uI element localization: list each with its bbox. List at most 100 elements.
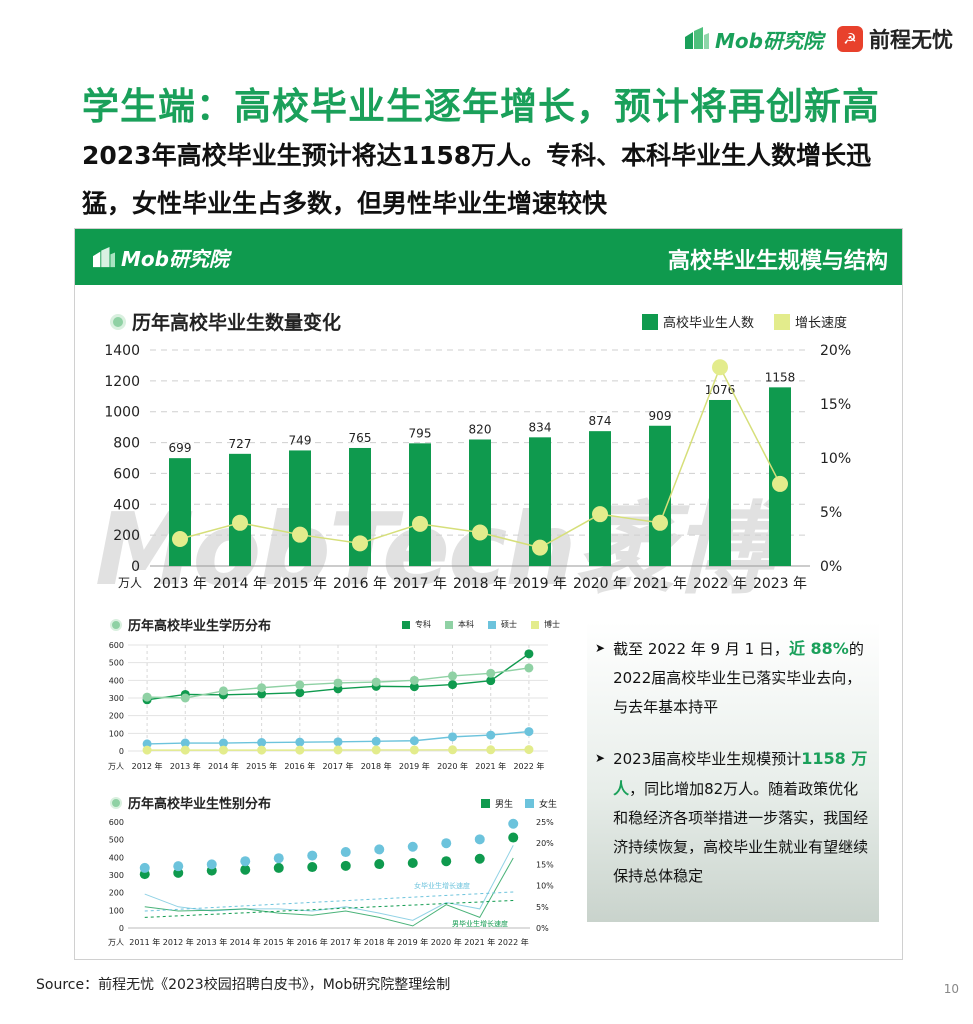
legend-label-female: 女生 [539, 800, 558, 810]
chart1-growth-point [712, 359, 728, 376]
chart2-series-point [295, 745, 305, 755]
chart2-x-tick: 2018 年 [361, 761, 392, 771]
chart2-series-point [409, 675, 419, 685]
chart3-series-point [206, 859, 217, 870]
chart3-x-tick: 2018 年 [364, 937, 395, 947]
insight-bullet-1: ➤ 截至 2022 年 9 月 1 日，近 88%的2022届高校毕业生已落实毕… [595, 634, 871, 722]
chart1-x-tick: 2022 年 [693, 576, 747, 592]
chart2-legend: 专科 本科 硕士 博士 [402, 619, 560, 630]
chart3-trend-female [144, 891, 514, 912]
chart3-series-point [307, 862, 318, 873]
panel-logo-text: Mob研究院 [121, 247, 229, 271]
chart2-unit-label: 万人 [108, 762, 124, 771]
chart2-y-tick: 100 [109, 729, 124, 738]
chart2-y-tick: 600 [109, 641, 124, 650]
chart2-series-point [524, 649, 534, 659]
chart3-series-point [374, 844, 385, 855]
insight-text-1: 截至 2022 年 9 月 1 日，近 88%的2022届高校毕业生已落实毕业去… [613, 634, 871, 722]
chart2-series-point [295, 688, 305, 698]
chart2-y-tick: 0 [119, 747, 124, 756]
chart2-legend-item-boshi: 博士 [531, 619, 560, 630]
chart2-series-point [257, 738, 267, 748]
chart3-trend-male [144, 899, 514, 918]
chart2-x-tick: 2021 年 [475, 761, 506, 771]
chart1-bar-label: 795 [409, 426, 432, 440]
chart1-bar [709, 399, 731, 566]
chart2-series-point [218, 738, 228, 748]
chart1-y2-tick: 5% [820, 505, 842, 521]
insight-2-highlight: 1158 万人 [613, 749, 868, 798]
chart3-y-tick: 500 [109, 836, 124, 845]
legend-swatch-male [481, 799, 490, 808]
chart3-y-tick: 600 [109, 818, 124, 827]
chart1-bar [469, 439, 491, 566]
chart1-bar [409, 443, 431, 566]
chart3-y-tick: 100 [109, 906, 124, 915]
chart2-series-point [486, 668, 496, 678]
panel-logo: Mob研究院 [91, 243, 229, 272]
chart3-series-point [240, 856, 251, 867]
chart2-series-point [142, 739, 152, 749]
chart1-y-tick: 1000 [104, 405, 140, 421]
chart3-x-tick: 2021 年 [464, 937, 495, 947]
chart1-bar-label: 749 [289, 433, 312, 447]
chart3-x-tick: 2020 年 [431, 937, 462, 947]
mob-logo-text: Mob研究院 [715, 28, 823, 53]
chart3-x-tick: 2015 年 [263, 937, 294, 947]
chart1-x-tick: 2016 年 [333, 576, 387, 592]
chart1-x-tick: 2019 年 [513, 576, 567, 592]
chart1-x-tick: 2018 年 [453, 576, 507, 592]
page-subtitle: 2023年高校毕业生预计将达1158万人。专科、本科毕业生人数增长迅猛，女性毕业… [82, 141, 872, 218]
chart2-series-point [295, 737, 305, 747]
chart3-y-tick: 300 [109, 871, 124, 880]
chart2-x-tick: 2012 年 [132, 761, 163, 771]
chart2-title-text: 历年高校毕业生学历分布 [128, 619, 272, 634]
chart2-series-point [486, 676, 496, 686]
panel-banner: Mob研究院 高校毕业生规模与结构 [75, 229, 902, 285]
chart2-series-point [295, 680, 305, 690]
insight-1-highlight: 近 88% [788, 639, 849, 658]
chart1-y-tick: 200 [113, 528, 140, 544]
chart2-series-point [180, 738, 190, 748]
chart2-series-point [180, 693, 190, 703]
chart3-series-point [240, 864, 251, 875]
chart2-legend-item-shuoshi: 硕士 [488, 619, 517, 630]
chart3-x-tick: 2019 年 [397, 937, 428, 947]
chart3-y2-tick: 25% [536, 818, 554, 827]
insight-2-post: ，同比增加82万人。随着政策优化和稳经济各项举措进一步落实，我国经济持续恢复，高… [613, 780, 869, 885]
chart3-x-tick: 2022 年 [498, 937, 529, 947]
chart3-legend-item-male: 男生 [481, 797, 513, 810]
chart3-series-point [441, 856, 452, 867]
legend-label-boshi: 博士 [544, 620, 560, 629]
insight-bullet-2: ➤ 2023届高校毕业生规模预计1158 万人，同比增加82万人。随着政策优化和… [595, 744, 871, 891]
chart2-series-point [333, 737, 343, 747]
chart3-series-point [474, 853, 485, 864]
chart1-y2-tick: 15% [820, 397, 851, 413]
chart3-annotation-male: 男毕业生增长速度 [452, 919, 508, 928]
chart2-series-point [257, 745, 267, 755]
chart3-series-point [340, 847, 351, 858]
mob-logo: Mob研究院 [683, 25, 823, 54]
chart2-x-tick: 2015 年 [246, 761, 277, 771]
chart3-series-point [441, 838, 452, 849]
chart2-title: 历年高校毕业生学历分布 [110, 615, 271, 634]
chart1-bar [349, 447, 371, 566]
chart1-growth-point [772, 475, 788, 492]
chart3-legend-item-female: 女生 [525, 797, 557, 810]
chart2-series-point [333, 745, 343, 755]
chart3-series-point [307, 850, 318, 861]
arrow-right-icon: ➤ [595, 641, 606, 655]
chart1-bar-label: 874 [589, 414, 612, 428]
chart1-bar [649, 425, 671, 566]
chart1-legend-item-growth: 增长速度 [774, 312, 847, 331]
chart3-series-point [407, 841, 418, 852]
chart2-series-point [448, 732, 458, 742]
chart1-y-tick: 400 [113, 497, 140, 513]
legend-swatch-growth [774, 313, 791, 330]
chart3-series-point [139, 862, 150, 873]
chart2-x-tick: 2014 年 [208, 761, 239, 771]
source-note: Source：前程无忧《2023校园招聘白皮书》，Mob研究院整理绘制 [36, 977, 451, 993]
chart3-annotation-female: 女毕业生增长速度 [414, 881, 470, 890]
chart1-growth-point [652, 514, 668, 531]
chart3-series-point [173, 861, 184, 872]
